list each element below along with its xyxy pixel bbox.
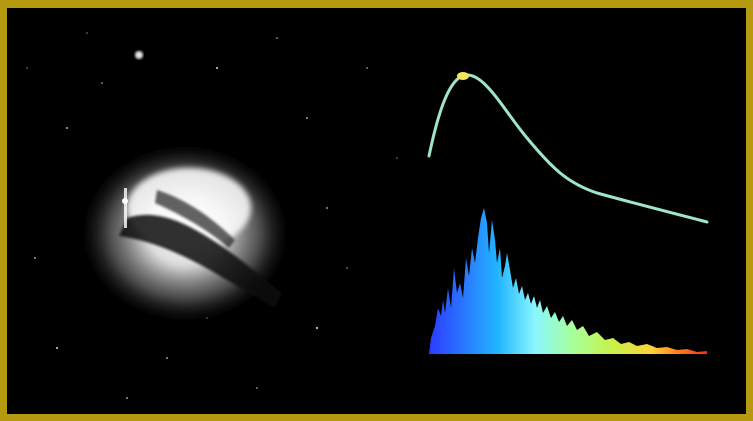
spectrum-curve	[427, 72, 709, 224]
figure-svg	[26, 32, 709, 399]
galaxy	[77, 141, 293, 325]
star-field	[26, 32, 398, 399]
peak-marker	[457, 72, 469, 80]
emission-spectrum	[429, 208, 707, 354]
image-area	[7, 8, 746, 414]
